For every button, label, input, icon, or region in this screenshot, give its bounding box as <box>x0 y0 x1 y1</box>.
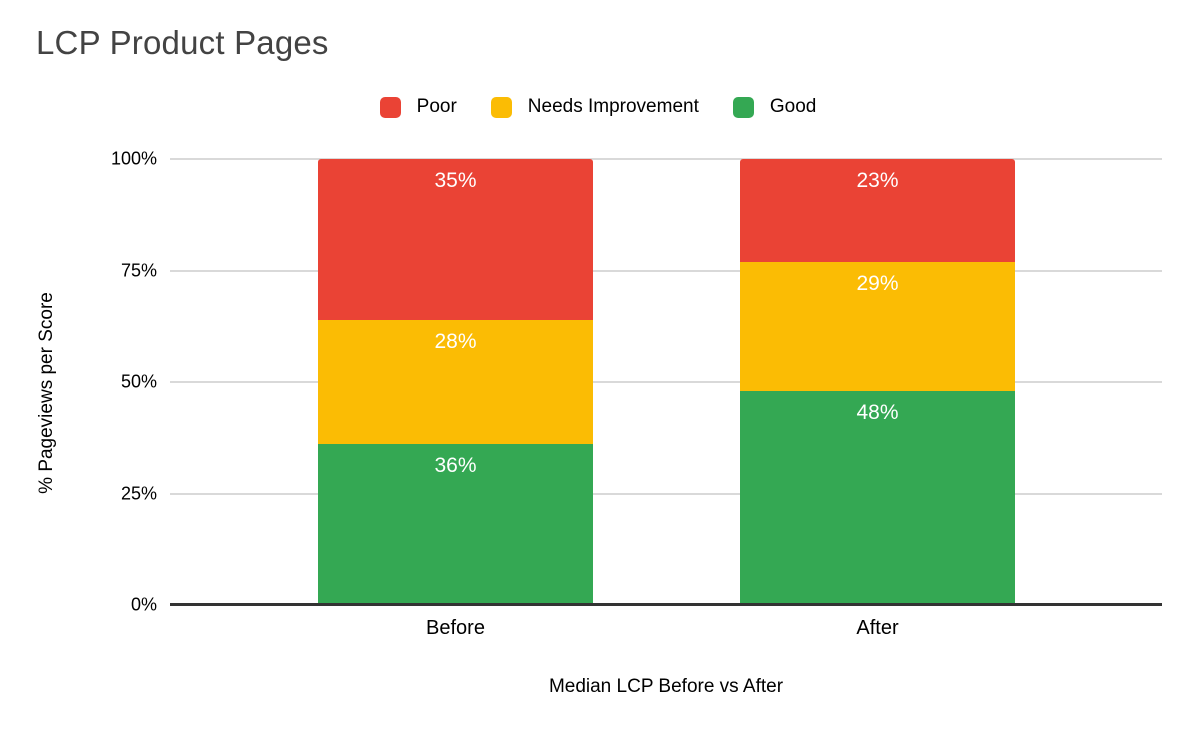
gridline-75 <box>170 269 1162 272</box>
segment-needs-improvement-before: 28% <box>318 319 593 445</box>
bar-before: 35% 28% 36% <box>318 159 593 605</box>
y-tick-label-75: 75% <box>120 260 157 280</box>
segment-good-before: 36% <box>318 444 593 605</box>
legend: Poor Needs Improvement Good <box>0 96 1196 118</box>
segment-value-label: 48% <box>856 400 899 424</box>
chart-title: LCP Product Pages <box>36 24 329 61</box>
legend-item-good: Good <box>732 96 817 118</box>
segment-value-label: 23% <box>856 169 899 192</box>
x-tick-label-before: Before <box>426 617 485 639</box>
legend-swatch-good <box>732 96 754 118</box>
segment-value-label: 29% <box>856 271 899 295</box>
x-axis-line <box>170 603 1162 606</box>
y-axis-title: % Pageviews per Score <box>36 292 57 494</box>
y-tick-label-100: 100% <box>110 148 157 169</box>
segment-poor-before: 35% <box>318 159 593 320</box>
segment-value-label: 36% <box>434 454 477 478</box>
plot-area: 35% 28% 36% 23% 29% 48% <box>170 158 1162 606</box>
gridline-100 <box>170 158 1162 160</box>
segment-needs-improvement-after: 29% <box>740 261 1015 391</box>
segment-value-label: 28% <box>434 329 477 353</box>
legend-label: Needs Improvement <box>527 96 699 117</box>
legend-swatch-poor <box>379 96 401 118</box>
legend-label: Poor <box>416 96 457 117</box>
legend-item-poor: Poor <box>379 96 457 118</box>
y-tick-label-0: 0% <box>130 594 157 615</box>
segment-good-after: 48% <box>740 390 1015 605</box>
y-tick-label-50: 50% <box>120 371 157 392</box>
legend-label: Good <box>769 96 817 117</box>
segment-poor-after: 23% <box>740 159 1015 262</box>
legend-item-needs-improvement: Needs Improvement <box>490 96 699 118</box>
gridline-25 <box>170 492 1162 495</box>
x-tick-label-after: After <box>856 617 899 639</box>
gridline-50 <box>170 381 1162 383</box>
segment-value-label: 35% <box>434 169 477 192</box>
x-axis-title: Median LCP Before vs After <box>548 676 784 697</box>
y-tick-label-25: 25% <box>120 483 157 503</box>
legend-swatch-needs-improvement <box>490 96 512 118</box>
bar-after: 23% 29% 48% <box>740 159 1015 605</box>
